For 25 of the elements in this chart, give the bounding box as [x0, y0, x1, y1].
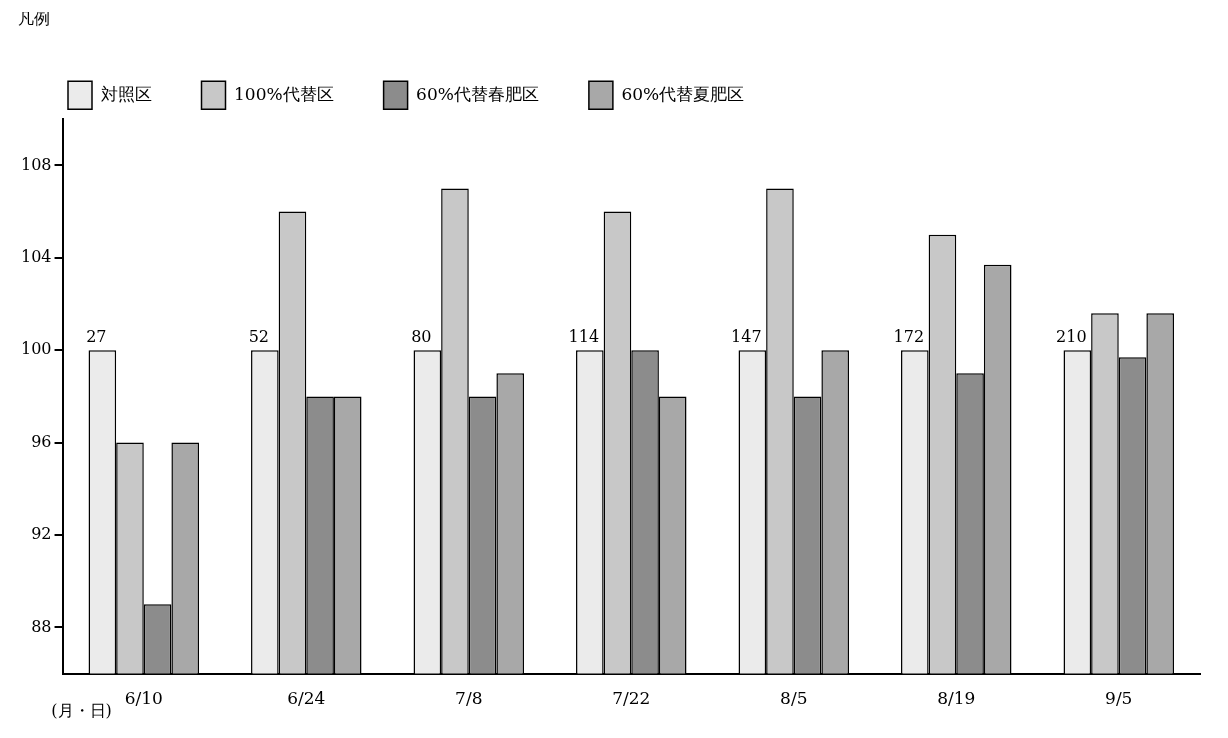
legend-label: 対照区	[100, 83, 152, 104]
annotation: 172	[893, 327, 925, 347]
x-tick-label: 6/10	[124, 688, 163, 709]
y-tick-label: 96	[31, 431, 52, 451]
x-tick-label: 7/8	[455, 688, 483, 709]
y-tick-label: 88	[31, 616, 52, 636]
annotation: 52	[248, 327, 270, 347]
legend-label: 100%代替区	[234, 83, 334, 104]
annotation: 114	[568, 327, 600, 347]
x-tick-label: 6/24	[287, 688, 326, 709]
annotation: 27	[86, 327, 107, 347]
x-tick-label: 7/22	[612, 688, 651, 709]
x-axis-title: (月・日)	[51, 701, 112, 721]
y-tick-label: 108	[20, 154, 52, 174]
y-tick-label: 104	[20, 246, 52, 266]
annotation: 210	[1056, 327, 1087, 347]
annotation: 147	[731, 327, 762, 347]
x-tick-label: 9/5	[1105, 688, 1133, 709]
x-tick-label: 8/5	[780, 688, 808, 709]
x-tick-label: 8/19	[937, 688, 976, 709]
legend-label: 60%代替夏肥区	[621, 83, 745, 104]
legend-label: 60%代替春肥区	[416, 83, 539, 104]
y-tick-label: 92	[31, 524, 52, 544]
annotation: 80	[411, 327, 432, 347]
y-tick-label: 100	[20, 339, 52, 359]
